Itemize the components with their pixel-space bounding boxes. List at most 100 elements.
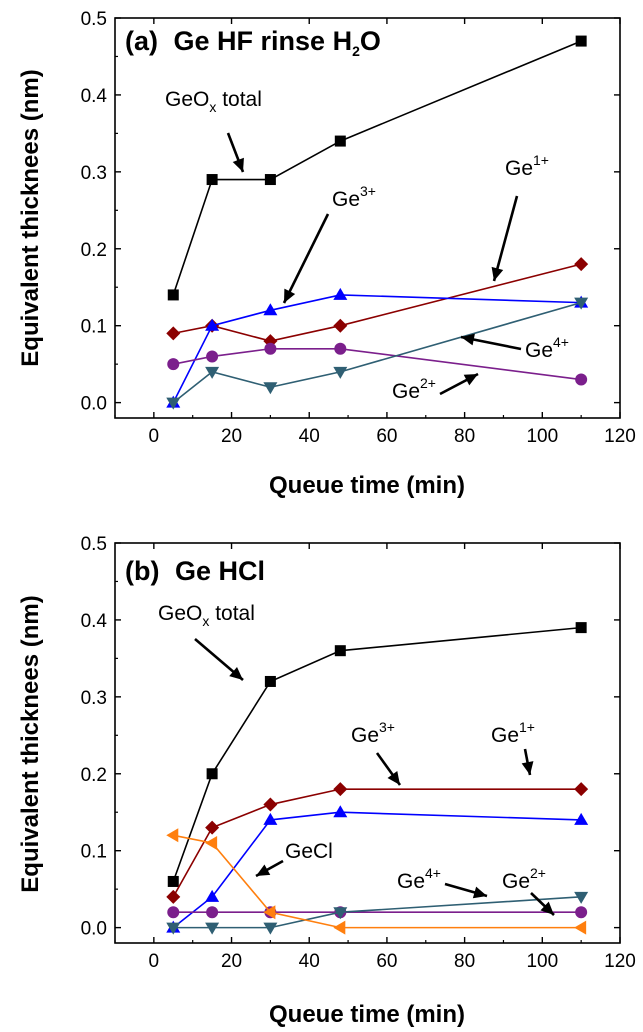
panel-a-title: (a) Ge HF rinse H2O — [125, 26, 381, 59]
a-x-tick-label: 0 — [149, 426, 160, 447]
a-y-tick-label: 0.1 — [81, 317, 107, 338]
a-point-ge1- — [166, 326, 181, 341]
a-point-ge4- — [574, 297, 589, 310]
b-y-tick-label: 0.0 — [81, 919, 107, 940]
b-point-ge3- — [263, 812, 278, 825]
b-point-ge1- — [263, 797, 278, 812]
a-point-geox-total — [206, 174, 218, 186]
panel-b-arrow-ge1-head — [521, 761, 534, 775]
panel-b: 0 20 40 60 80 100 120 0.0 0.1 0.2 0.3 0.4 0.5 (b) Ge… — [17, 534, 636, 1028]
panel-a-arrow-ge2-head — [463, 374, 478, 386]
a-series-line-ge4- — [172, 301, 582, 404]
panel-a-frame — [114, 17, 621, 419]
b-point-ge3- — [333, 805, 348, 818]
panel-a-x-axis-title: Queue time (min) — [269, 472, 465, 499]
panel-a-arrows — [226, 132, 522, 396]
b-point-ge1- — [574, 782, 589, 797]
a-point-ge2- — [167, 358, 180, 371]
b-point-ge1- — [205, 820, 220, 835]
panel-b-annotation-ge1: Ge1+ — [491, 719, 535, 747]
panel-b-title: (b) Ge HCl — [125, 556, 265, 586]
panel-a-arrow-ge4-head — [461, 333, 475, 346]
a-x-tick-label: 20 — [221, 426, 242, 447]
a-point-geox-total — [575, 35, 587, 47]
b-y-tick-label: 0.5 — [81, 534, 107, 555]
b-x-tick-label: 120 — [604, 951, 636, 972]
panel-b-arrows — [194, 638, 555, 916]
panel-b-annotation-geox-total: GeOx total — [158, 602, 255, 629]
b-point-gecl — [574, 920, 587, 935]
a-point-ge4- — [166, 397, 181, 410]
b-point-ge2- — [206, 906, 219, 919]
panel-b-arrow-gecl-head — [256, 864, 271, 876]
panel-a-arrow-ge3-shaft — [282, 213, 330, 304]
panel-a-y-axis-title: Equivalent thicknees (nm) — [17, 69, 44, 366]
b-point-gecl — [333, 920, 346, 935]
b-y-tick-label: 0.4 — [81, 611, 108, 632]
b-y-tick-label: 0.3 — [81, 688, 107, 709]
b-y-tick-label: 0.2 — [81, 765, 107, 786]
b-point-ge2- — [575, 906, 588, 919]
a-x-tick-label: 100 — [526, 426, 558, 447]
panel-b-annotation-ge3: Ge3+ — [351, 719, 395, 747]
a-x-tick-label: 80 — [454, 426, 475, 447]
a-x-tick-label: 60 — [376, 426, 397, 447]
panel-a-annotation-ge2: Ge2+ — [392, 375, 436, 403]
panel-b-y-axis-title: Equivalent thicknees (nm) — [17, 595, 44, 892]
panel-b-arrow-ge4-head — [472, 886, 487, 899]
panel-a: 0 20 40 60 80 100 120 0.0 0.1 0.2 0.3 0.4 0.5 (a) Ge… — [17, 9, 636, 499]
panel-a-arrow-geox-head — [232, 157, 244, 172]
b-point-ge1- — [333, 782, 348, 797]
panel-a-annotation-geox-total: GeOx total — [165, 88, 262, 115]
a-point-ge1- — [333, 318, 348, 333]
a-point-ge4- — [205, 366, 220, 379]
b-point-gecl — [166, 828, 179, 843]
b-x-tick-label: 80 — [454, 951, 475, 972]
b-point-geox-total — [575, 622, 587, 634]
b-point-ge4- — [574, 891, 589, 904]
panel-a-arrow-ge1-shaft — [492, 195, 519, 282]
panel-b-annotation-gecl: GeCl — [285, 840, 333, 863]
b-point-ge3- — [205, 889, 220, 902]
b-point-ge4- — [166, 922, 181, 935]
a-series-line-ge1- — [173, 263, 582, 342]
b-point-ge4- — [205, 922, 220, 935]
a-point-geox-total — [264, 174, 276, 186]
b-point-gecl — [263, 905, 276, 920]
panel-a-arrow-ge1-head — [491, 266, 504, 281]
a-point-geox-total — [334, 135, 346, 147]
a-series-line-ge2- — [173, 347, 582, 381]
panel-a-arrow-ge3-head — [284, 288, 296, 303]
panel-b-arrow-ge3-head — [387, 770, 400, 785]
b-point-ge2- — [167, 906, 180, 919]
panel-a-annotation-ge1: Ge1+ — [505, 152, 549, 180]
a-x-tick-label: 120 — [604, 426, 636, 447]
panel-a-annotation-ge4: Ge4+ — [525, 334, 569, 362]
a-y-tick-label: 0.3 — [81, 163, 107, 184]
a-point-ge2- — [264, 342, 277, 355]
a-point-ge3- — [333, 287, 348, 300]
a-y-tick-label: 0.0 — [81, 394, 107, 415]
a-point-ge1- — [574, 257, 589, 272]
panel-a-annotation-ge3: Ge3+ — [332, 183, 376, 211]
panel-b-arrow-ge2-head — [540, 901, 554, 915]
panel-b-x-axis-title: Queue time (min) — [269, 1001, 465, 1028]
b-x-tick-label: 60 — [376, 951, 397, 972]
a-point-ge2- — [334, 342, 347, 355]
a-y-tick-label: 0.5 — [81, 9, 107, 30]
b-point-ge1- — [166, 889, 181, 904]
a-point-ge2- — [575, 373, 588, 386]
b-point-ge4- — [333, 907, 348, 920]
a-x-tick-label: 40 — [299, 426, 320, 447]
b-point-ge4- — [263, 922, 278, 935]
a-point-ge3- — [263, 303, 278, 316]
panel-b-annotation-ge4: Ge4+ — [397, 865, 441, 893]
b-y-tick-label: 0.1 — [81, 842, 107, 863]
a-y-tick-label: 0.2 — [81, 240, 107, 261]
a-point-ge2- — [206, 350, 219, 363]
b-point-geox-total — [206, 768, 218, 780]
panel-b-frame — [114, 542, 621, 944]
a-y-tick-label: 0.4 — [81, 86, 108, 107]
b-point-geox-total — [264, 675, 276, 687]
